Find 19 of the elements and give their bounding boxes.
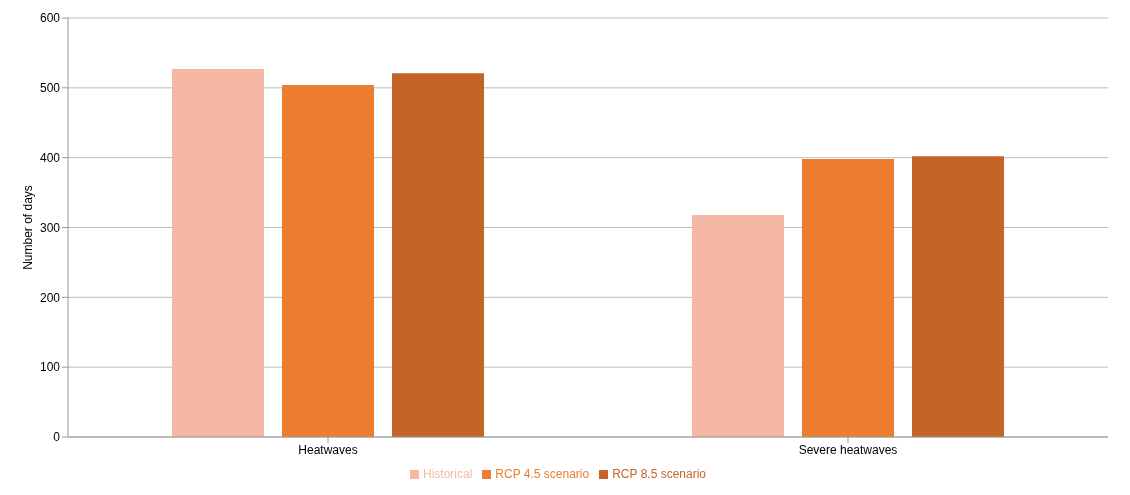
bar xyxy=(392,73,484,437)
y-tick-label: 300 xyxy=(39,220,61,235)
y-tick-label: 100 xyxy=(39,360,61,375)
y-tick-label: 400 xyxy=(39,150,61,165)
bar xyxy=(282,85,374,437)
y-axis-title: Number of days xyxy=(21,185,36,270)
y-tick-label: 200 xyxy=(39,290,61,305)
bar xyxy=(912,156,1004,437)
x-tick-label: Heatwaves xyxy=(298,442,358,457)
legend-label: RCP 4.5 scenario xyxy=(495,467,590,481)
legend-label: RCP 8.5 scenario xyxy=(612,467,706,481)
y-tick-label: 600 xyxy=(39,11,61,26)
bar xyxy=(692,214,784,437)
bar xyxy=(172,68,264,437)
legend-label: Historical xyxy=(423,467,473,481)
y-tick-label: 500 xyxy=(39,81,61,96)
x-tick-label: Severe heatwaves xyxy=(798,442,898,457)
bar xyxy=(802,159,894,437)
y-tick-label: 0 xyxy=(53,430,61,445)
